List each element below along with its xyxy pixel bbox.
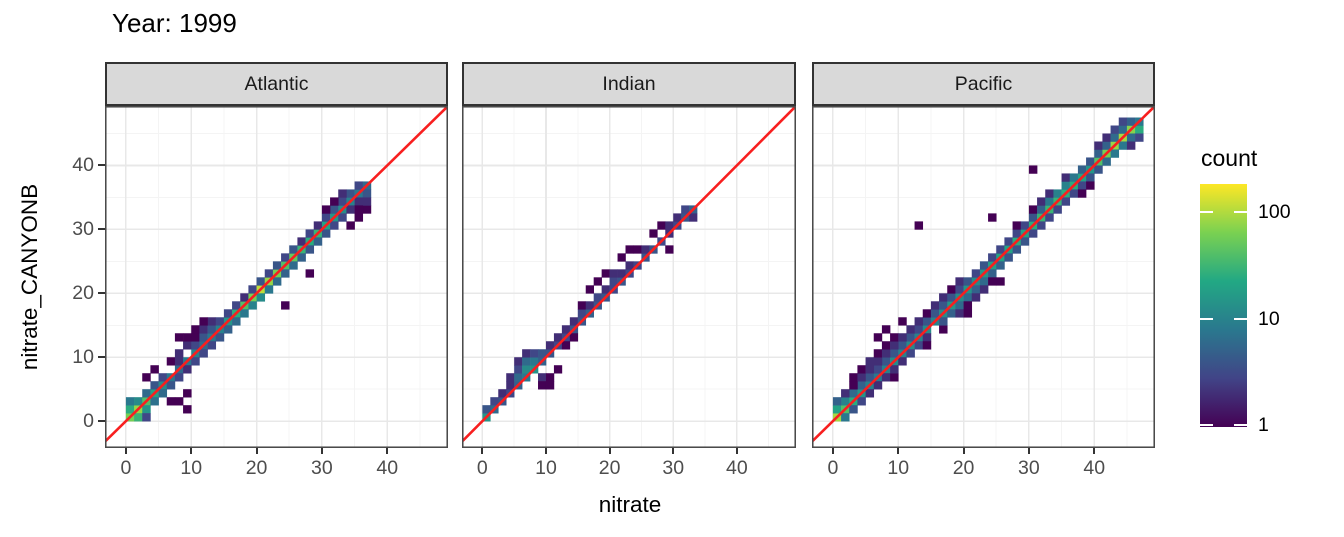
x-tick-label: 20	[245, 457, 268, 479]
facet-strip-indian: Indian	[462, 62, 796, 106]
identity-line	[812, 106, 1155, 443]
x-tick-label: 40	[1083, 457, 1106, 479]
x-tick-label: 20	[598, 457, 621, 479]
identity-line	[105, 106, 448, 443]
x-tick-label: 30	[662, 457, 685, 479]
x-tick-mark	[897, 448, 900, 454]
legend-tick-mark	[1200, 424, 1213, 426]
x-tick-mark	[481, 448, 484, 454]
facet-strip-atlantic: Atlantic	[105, 62, 448, 106]
x-tick-label: 30	[311, 457, 333, 479]
x-tick-label: 40	[725, 457, 748, 479]
facet-panel-indian	[462, 106, 796, 448]
x-tick-mark	[320, 448, 323, 454]
facet-strip-label: Atlantic	[244, 72, 309, 95]
x-tick-label: 10	[180, 457, 203, 479]
legend-tick-label: 10	[1258, 308, 1280, 331]
facet-strip-label: Pacific	[954, 72, 1013, 95]
x-tick-mark	[962, 448, 965, 454]
x-tick-mark	[672, 448, 675, 454]
gridlines-group	[812, 106, 1155, 448]
y-tick-label: 30	[72, 218, 94, 241]
y-tick-label: 10	[72, 346, 94, 369]
panel-border	[462, 106, 796, 448]
legend-tick-mark	[1234, 318, 1247, 321]
facet-panel-pacific	[812, 106, 1155, 448]
x-tick-label: 0	[120, 457, 132, 479]
x-tick-mark	[735, 448, 738, 454]
legend-tick-mark	[1234, 210, 1247, 213]
y-tick-mark	[98, 164, 105, 167]
y-tick-label: 40	[72, 154, 94, 177]
x-tick-mark	[544, 448, 547, 454]
x-tick-mark	[386, 448, 389, 454]
legend-tick-label: 1	[1258, 414, 1269, 436]
facet-strip-pacific: Pacific	[812, 62, 1155, 106]
facet-strip-label: Indian	[602, 72, 656, 95]
legend-tick-mark	[1200, 210, 1213, 213]
legend-colorbar	[1200, 184, 1247, 427]
x-tick-mark	[831, 448, 834, 454]
x-tick-mark	[1093, 448, 1096, 454]
x-tick-label: 40	[376, 457, 399, 479]
x-tick-label: 10	[535, 457, 557, 479]
plot-title: Year: 1999	[112, 8, 237, 38]
facet-panel-atlantic	[105, 106, 448, 448]
bins-group	[125, 181, 372, 422]
x-tick-mark	[255, 448, 258, 454]
gridlines-group	[105, 106, 448, 448]
x-tick-mark	[1027, 448, 1030, 454]
gridlines-group	[462, 106, 796, 448]
x-tick-label: 0	[827, 457, 839, 479]
x-tick-label: 30	[1018, 457, 1040, 479]
y-tick-mark	[98, 228, 105, 231]
x-tick-label: 10	[887, 457, 910, 479]
panel-border	[105, 106, 448, 448]
y-tick-mark	[98, 420, 105, 423]
x-tick-label: 0	[476, 457, 488, 479]
legend-tick-mark	[1234, 424, 1247, 426]
x-tick-mark	[608, 448, 611, 454]
legend-tick-mark	[1200, 318, 1213, 321]
x-axis-title: nitrate	[598, 492, 662, 517]
x-tick-mark	[124, 448, 127, 454]
y-tick-label: 0	[83, 410, 94, 433]
legend-title: count	[1201, 145, 1258, 171]
panel-border	[812, 106, 1155, 448]
y-axis-title: nitrate_CANYONB	[17, 183, 42, 371]
legend-tick-label: 100	[1258, 200, 1291, 223]
identity-line	[462, 106, 796, 443]
x-tick-mark	[190, 448, 193, 454]
y-tick-label: 20	[72, 282, 94, 305]
y-tick-mark	[98, 356, 105, 359]
x-tick-label: 20	[952, 457, 975, 479]
y-tick-mark	[98, 292, 105, 295]
